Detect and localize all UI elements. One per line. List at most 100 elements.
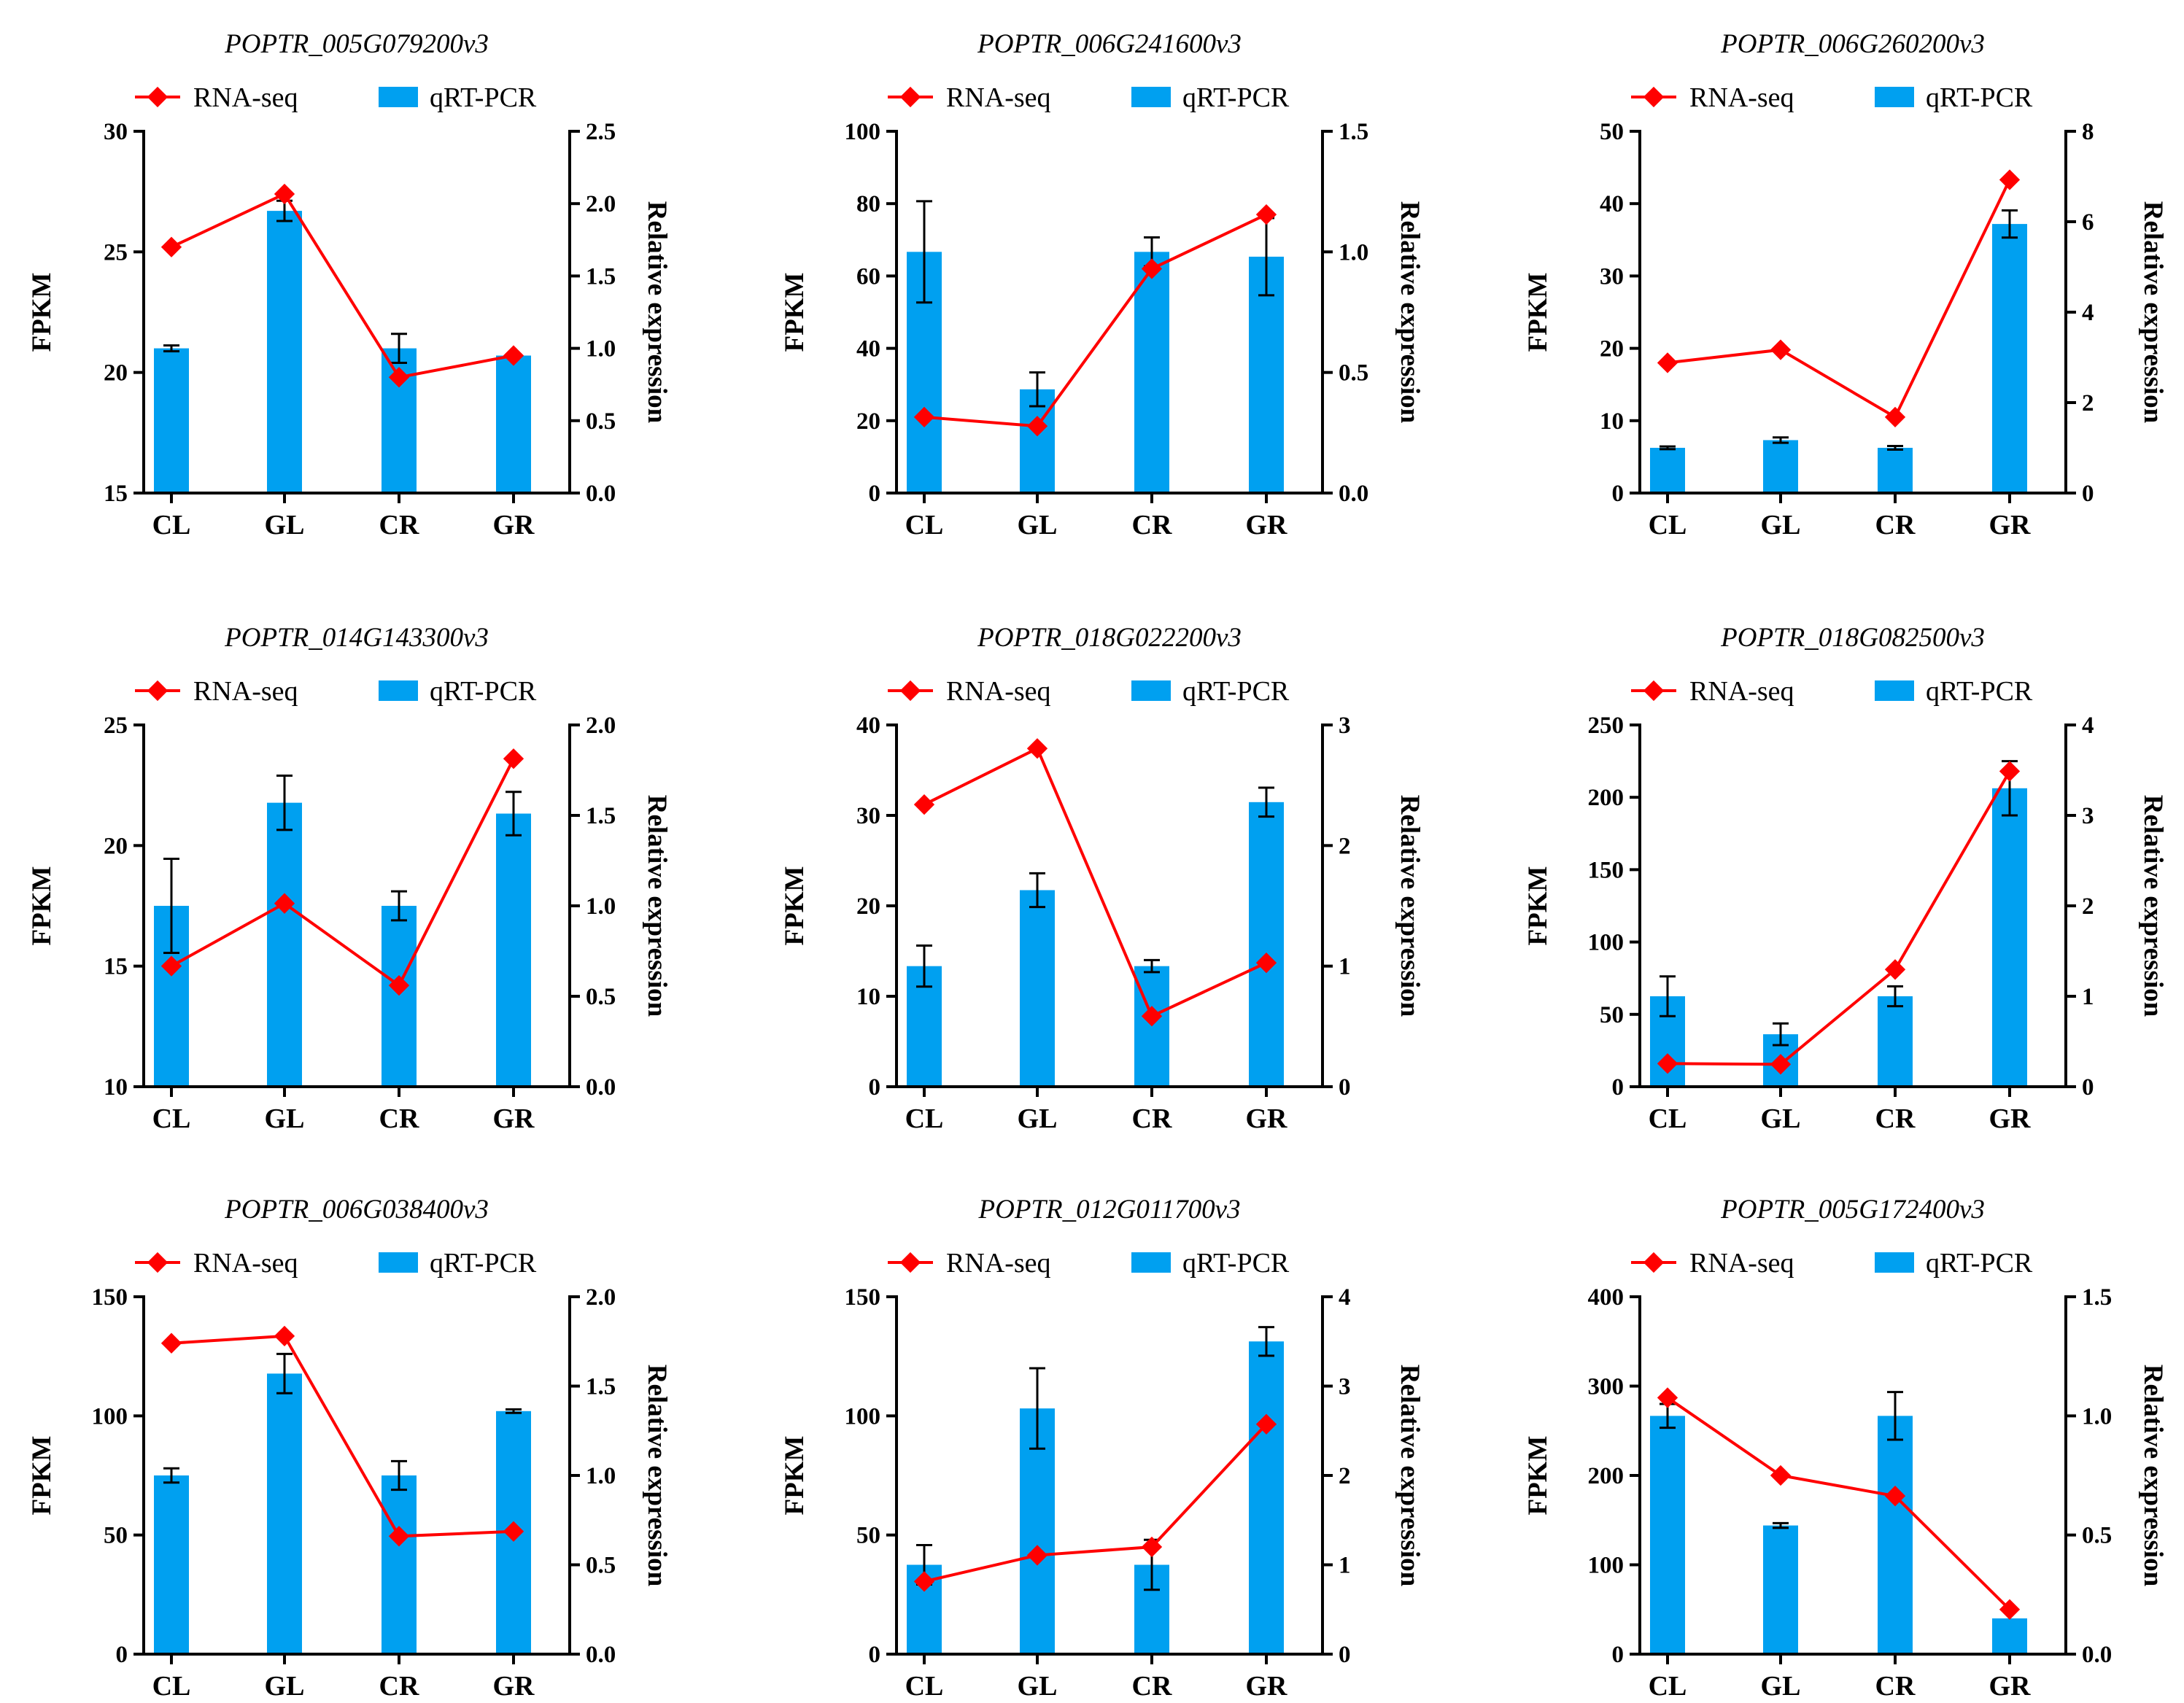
bar-CL <box>1650 1416 1685 1654</box>
legend-bar-swatch <box>1131 680 1171 701</box>
rna-seq-point-GL <box>274 893 295 914</box>
rna-seq-line <box>923 1423 1268 1583</box>
left-tick-label: 0 <box>869 481 881 507</box>
category-label-GR: GR <box>1989 1103 2032 1134</box>
rna-seq-point-CL <box>1657 1053 1678 1074</box>
y-axis-title-fpkm: FPKM <box>1523 866 1553 946</box>
legend-bar-swatch <box>379 680 418 701</box>
rna-seq-point-GR <box>503 1521 524 1542</box>
category-label-CR: CR <box>1132 510 1172 540</box>
y2-axis-title-relative-expression: Relative expression <box>642 795 672 1017</box>
chart-title: POPTR_012G011700v3 <box>978 1195 1241 1225</box>
left-tick-label: 60 <box>856 263 880 290</box>
legend-bar-swatch <box>1131 87 1171 107</box>
left-tick-label: 300 <box>1588 1374 1625 1400</box>
left-tick-label: 20 <box>1600 336 1624 362</box>
y-axis-title-fpkm: FPKM <box>780 866 810 946</box>
chart-panel-7: POPTR_006G038400v3 RNA-seq qRT-PCR 0 50 100 15… <box>27 1195 672 1702</box>
chart-title: POPTR_006G038400v3 <box>224 1195 489 1225</box>
category-label-CR: CR <box>1875 1671 1916 1702</box>
category-label-GR: GR <box>493 510 535 540</box>
bar-CR <box>1878 448 1913 493</box>
y2-axis-title-relative-expression: Relative expression <box>2138 1365 2168 1587</box>
left-tick-label: 0 <box>1612 1642 1625 1668</box>
left-tick-label: 200 <box>1588 1463 1625 1489</box>
right-tick-label: 4 <box>2082 300 2094 326</box>
rna-seq-point-GL <box>1770 339 1792 360</box>
bar-GR <box>496 813 531 1087</box>
category-label-GL: GL <box>265 510 305 540</box>
chart-title: POPTR_014G143300v3 <box>224 623 489 653</box>
rna-seq-point-GR <box>1999 1599 2021 1620</box>
rna-seq-line <box>923 213 1267 428</box>
category-label-GL: GL <box>1018 1671 1058 1702</box>
legend-label-qrt-pcr: qRT-PCR <box>430 82 537 113</box>
left-tick-label: 0 <box>1612 481 1625 507</box>
left-tick-label: 100 <box>845 119 881 145</box>
y2-axis-title-relative-expression: Relative expression <box>642 201 672 424</box>
bar-GR <box>1249 802 1284 1087</box>
right-tick-label: 1.0 <box>586 893 616 920</box>
right-tick-label: 2.0 <box>586 1284 616 1311</box>
left-tick-label: 150 <box>845 1284 881 1311</box>
right-tick-label: 0.5 <box>1339 360 1368 387</box>
legend-diamond-marker <box>147 1252 169 1273</box>
rna-seq-point-CR <box>1884 959 1906 980</box>
category-label-GL: GL <box>1018 510 1058 540</box>
left-tick-label: 20 <box>856 893 880 920</box>
right-tick-label: 2 <box>1339 1463 1351 1489</box>
legend-label-qrt-pcr: qRT-PCR <box>1182 82 1290 113</box>
right-tick-label: 1 <box>1339 1553 1351 1579</box>
left-tick-label: 100 <box>92 1403 128 1429</box>
right-tick-label: 0.0 <box>586 481 616 507</box>
legend-label-qrt-pcr: qRT-PCR <box>430 1248 537 1279</box>
legend-label-rna-seq: RNA-seq <box>946 1248 1051 1279</box>
category-label-CL: CL <box>1649 510 1687 540</box>
rna-seq-point-CR <box>1141 1006 1163 1027</box>
right-tick-label: 8 <box>2082 119 2094 145</box>
rna-seq-point-GL <box>1026 738 1048 759</box>
category-label-GR: GR <box>1246 510 1288 540</box>
legend-diamond-marker <box>899 1252 921 1273</box>
left-tick-label: 15 <box>104 954 128 980</box>
chart-title: POPTR_005G172400v3 <box>1720 1195 1985 1225</box>
left-tick-label: 250 <box>1588 713 1625 739</box>
chart-title: POPTR_006G241600v3 <box>977 29 1242 59</box>
right-tick-label: 3 <box>1339 1374 1351 1400</box>
bar-CR <box>382 1475 417 1654</box>
bar-CR <box>1134 252 1169 493</box>
rna-seq-point-CR <box>388 367 410 388</box>
legend-diamond-marker <box>899 86 921 108</box>
bar-CR <box>1878 996 1913 1087</box>
bar-GR <box>1992 1618 2027 1654</box>
bar-GL <box>267 211 302 493</box>
legend-diamond-marker <box>147 86 169 108</box>
right-tick-label: 1.5 <box>1339 119 1368 145</box>
legend-label-rna-seq: RNA-seq <box>946 676 1051 707</box>
category-label-CR: CR <box>1132 1671 1172 1702</box>
rna-seq-point-CR <box>388 1526 410 1547</box>
rna-seq-point-GR <box>1255 952 1277 974</box>
category-label-CL: CL <box>1649 1103 1687 1134</box>
right-tick-label: 1.5 <box>586 803 616 829</box>
chart-panel-9: POPTR_005G172400v3 RNA-seq qRT-PCR 0 100 200 3… <box>1523 1195 2168 1702</box>
rna-seq-line <box>171 758 515 988</box>
rna-seq-point-CL <box>160 955 182 977</box>
y2-axis-title-relative-expression: Relative expression <box>2138 795 2168 1017</box>
rna-seq-point-GR <box>503 345 524 366</box>
left-tick-label: 40 <box>1600 191 1624 217</box>
category-label-CL: CL <box>905 1671 944 1702</box>
chart-panel-8: POPTR_012G011700v3 RNA-seq qRT-PCR 0 50 100 15… <box>780 1195 1425 1702</box>
legend-label-qrt-pcr: qRT-PCR <box>1182 1248 1290 1279</box>
bar-GL <box>1763 440 1798 493</box>
right-tick-label: 0 <box>1339 1074 1351 1101</box>
bar-GL <box>1763 1525 1798 1654</box>
rna-seq-point-CR <box>1141 258 1163 279</box>
left-tick-label: 20 <box>104 833 128 859</box>
category-label-CL: CL <box>905 510 944 540</box>
right-tick-label: 1.5 <box>586 263 616 290</box>
left-tick-label: 50 <box>104 1523 128 1549</box>
legend-label-qrt-pcr: qRT-PCR <box>430 676 537 707</box>
